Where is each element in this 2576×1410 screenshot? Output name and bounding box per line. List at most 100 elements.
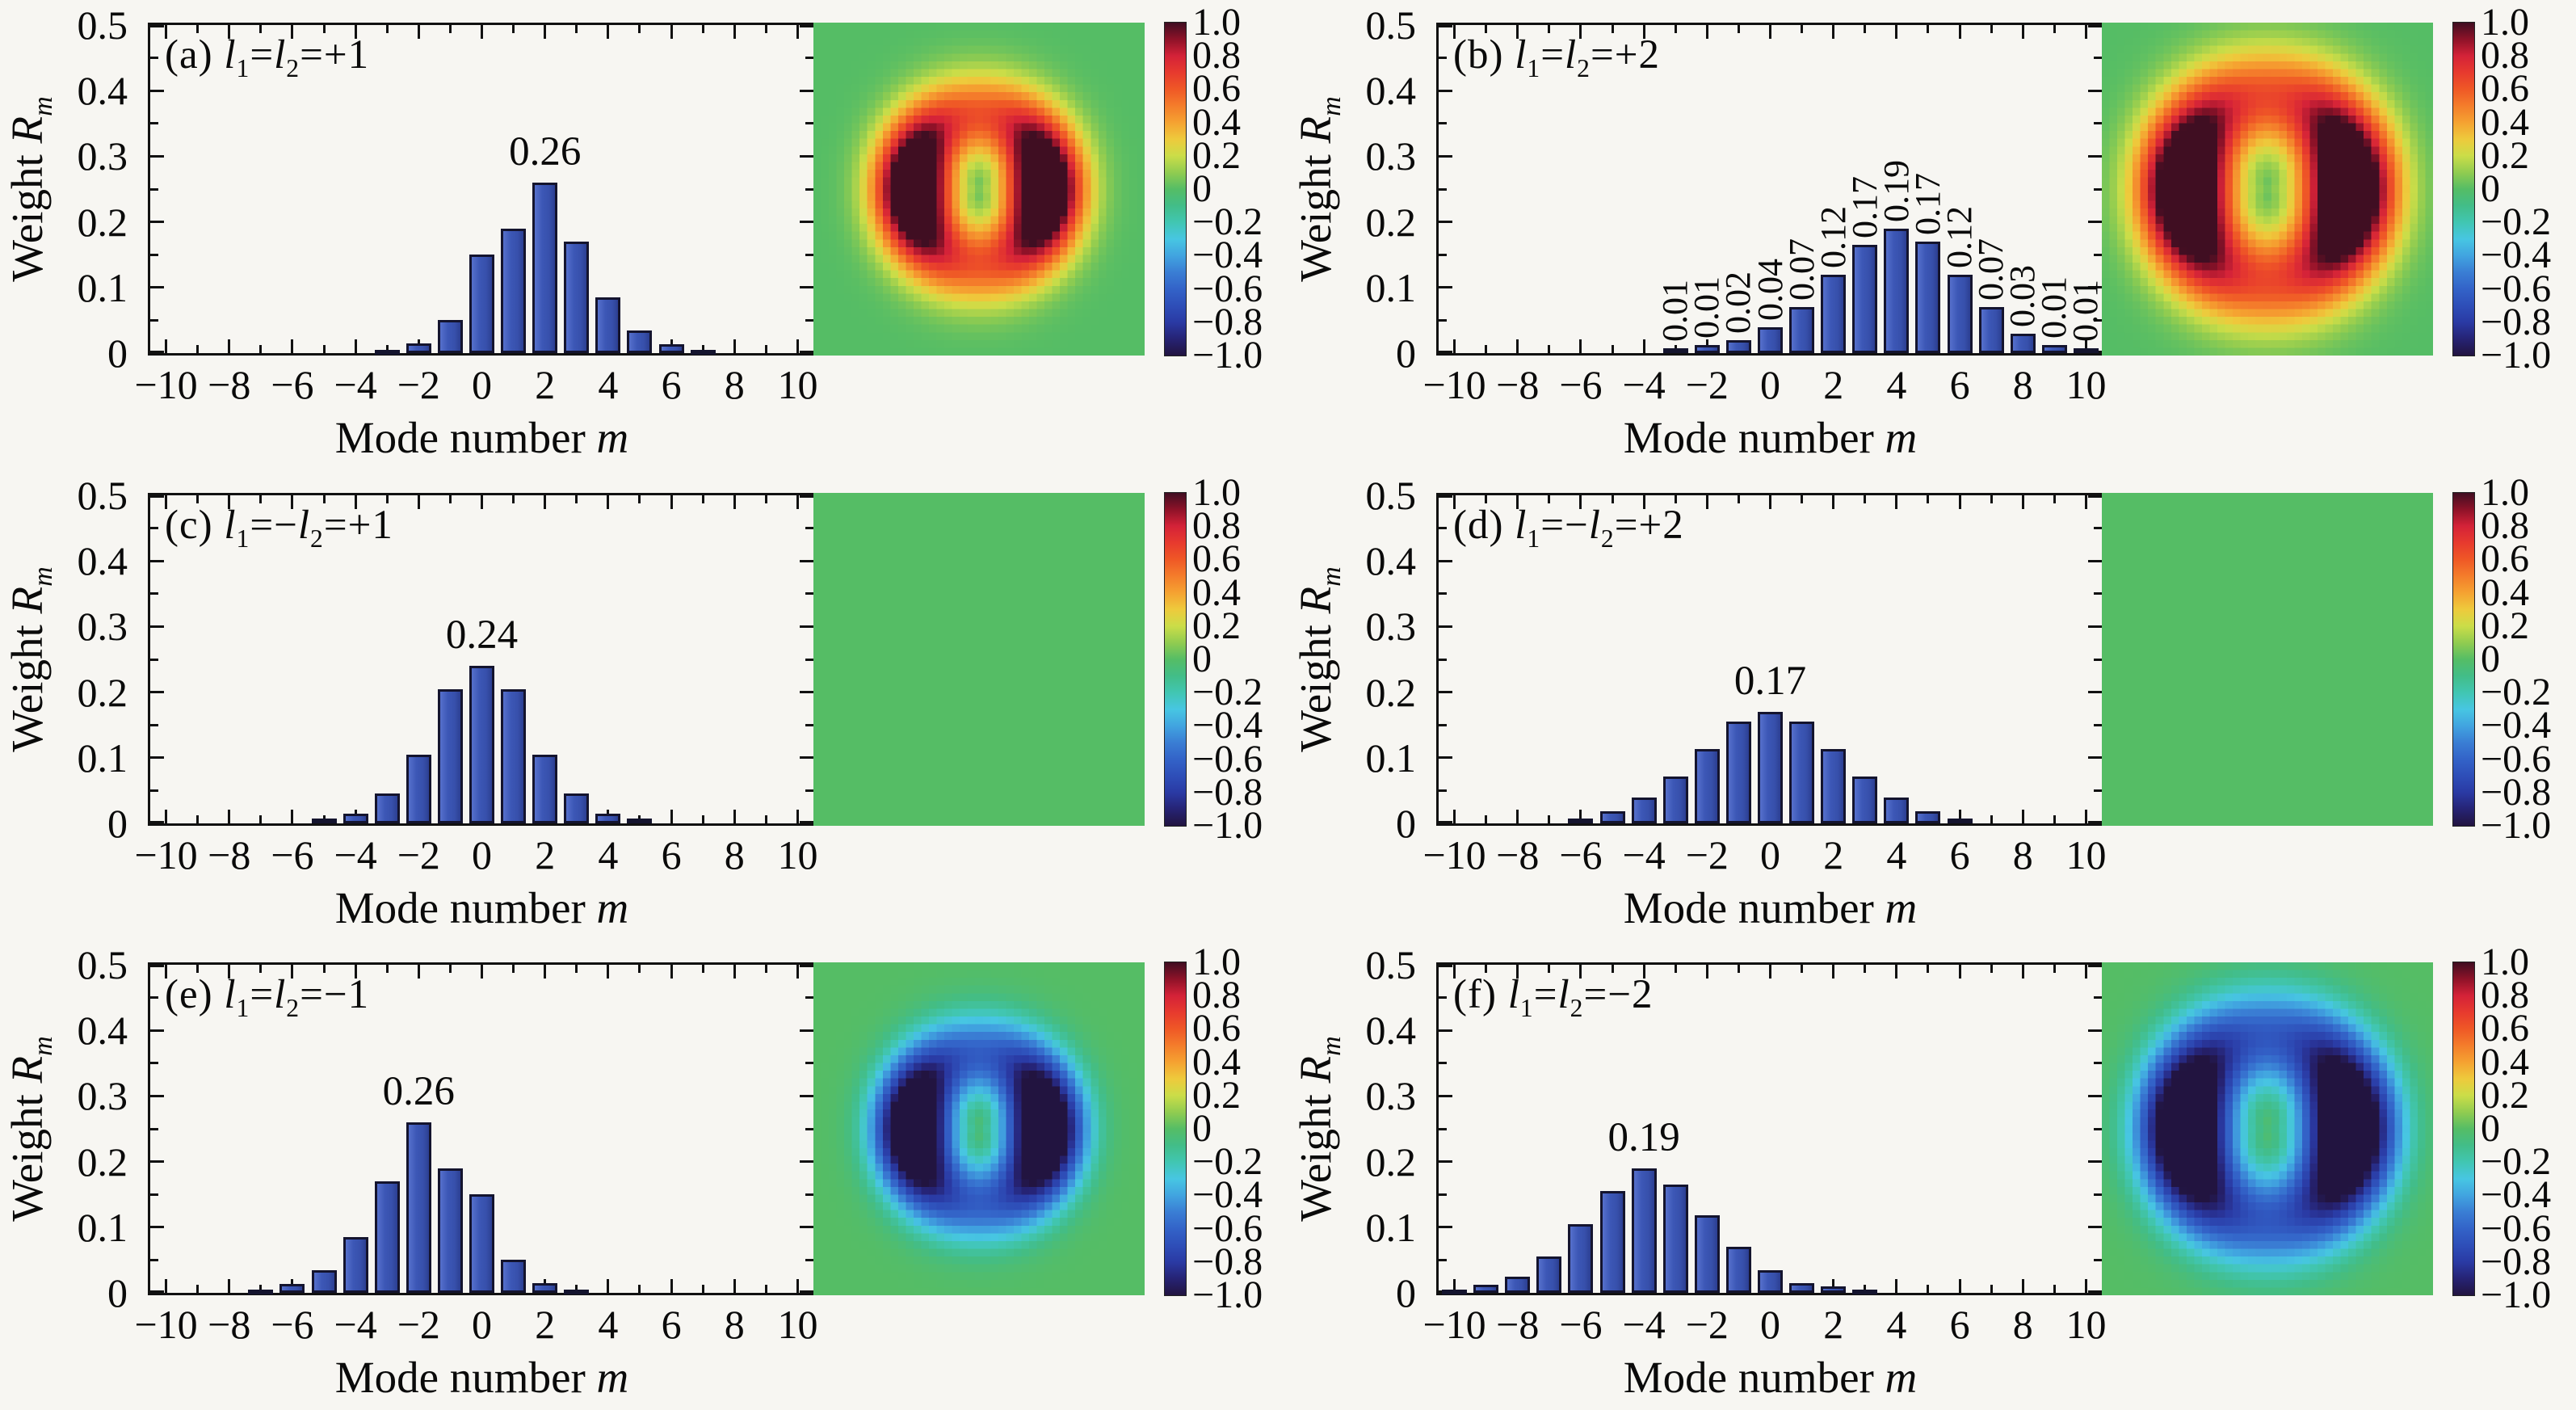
y-axis-tick (150, 1062, 158, 1065)
x-axis-tick-top (1611, 965, 1614, 973)
bar-m-10 (1442, 1289, 1468, 1294)
y-axis-tick-right (800, 1160, 813, 1164)
x-axis-tick (2084, 1279, 2087, 1293)
bar-m6 (1947, 818, 1973, 823)
x-tick-label: 8 (2012, 832, 2033, 878)
label-text: m (1885, 413, 1918, 462)
x-axis-tick (385, 345, 389, 353)
colorbar-tick-label: −0.6 (2481, 737, 2552, 781)
x-tick-label: 0 (1760, 1302, 1780, 1347)
x-tick-label: −10 (134, 362, 198, 407)
bar-m-3 (1662, 347, 1688, 353)
x-axis-tick (2053, 815, 2056, 823)
bar-m-2 (1694, 1215, 1720, 1293)
colorbar-tick-label: 0.4 (1192, 1040, 1241, 1084)
x-axis-tick-top (544, 495, 547, 509)
panel-title: (f) l1=l2=−2 (1453, 971, 1653, 1021)
panel-c: 0.24 (c) l1=−l2=+1 0 0.1 0.2 0.3 0.4 0.5 −10 −8 −6… (0, 470, 1288, 941)
y-tick-label: 0 (1396, 330, 1416, 376)
x-axis-tick-top (1548, 495, 1551, 503)
y-axis-tick-right (2088, 625, 2102, 628)
y-axis-tick (1439, 625, 1452, 628)
colorbar-tick-label: −0.4 (1192, 1173, 1263, 1217)
y-axis-tick-right (800, 154, 813, 158)
y-axis-tick-right (2094, 1258, 2102, 1261)
colorbar-tick-label: −0.6 (2481, 267, 2552, 310)
bar-m-2 (406, 343, 431, 353)
bar-m3 (564, 1289, 590, 1294)
x-axis-tick-top (764, 965, 767, 973)
x-axis-tick-top (1864, 965, 1867, 973)
x-tick-label: 2 (1823, 362, 1844, 407)
y-axis-tick-right (2088, 1290, 2102, 1293)
y-tick-label: 0.2 (77, 199, 128, 245)
colorbar-tick-label: −0.2 (1192, 671, 1263, 714)
x-axis-tick-top (322, 25, 326, 33)
y-axis-tick (150, 122, 158, 125)
x-axis-tick-top (1705, 965, 1708, 979)
y-axis-tick-right (800, 625, 813, 628)
colorbar-tick-label: 0.2 (2481, 1073, 2529, 1117)
y-axis-tick (150, 996, 158, 1000)
label-text: Mode number (334, 1353, 597, 1402)
y-tick-label: 0.3 (77, 604, 128, 650)
bar-m-1 (437, 320, 463, 353)
x-tick-label: −2 (1685, 362, 1729, 407)
x-tick-label: −2 (397, 362, 440, 407)
x-axis-tick-top (1579, 495, 1582, 509)
x-axis-tick (733, 1279, 736, 1293)
x-axis-tick-top (512, 965, 515, 973)
x-axis-tick-top (322, 495, 326, 503)
y-tick-label: 0.3 (77, 1073, 128, 1119)
colorbar-tick-label: 1.0 (1192, 471, 1241, 514)
bar-m0 (1758, 1269, 1783, 1293)
x-tick-label: −6 (271, 362, 314, 407)
x-tick-label: 4 (598, 832, 619, 878)
y-tick-label: 0.1 (1365, 734, 1417, 781)
x-axis-tick (2053, 1285, 2056, 1293)
colorbar-tick-label: −1.0 (2481, 1273, 2552, 1316)
bar-m-3 (1662, 1185, 1688, 1293)
y-axis-tick (1439, 527, 1447, 530)
x-tick-label: 4 (1886, 832, 1907, 878)
x-tick-label: 0 (472, 832, 492, 878)
y-axis-tick (150, 756, 164, 760)
y-axis-tick-right (2094, 996, 2102, 1000)
colorbar-tick-label: 0.2 (1192, 604, 1241, 647)
x-tick-label: 2 (535, 1302, 556, 1347)
x-axis-tick (291, 339, 294, 353)
x-axis-tick-top (1927, 25, 1930, 33)
colorbar-tick-label: −1.0 (1192, 1273, 1263, 1316)
x-axis-tick-top (1769, 965, 1771, 979)
y-axis-tick (150, 89, 164, 92)
colorbar-tick-label: 0 (2481, 1107, 2500, 1150)
intensity-heatmap-e (813, 962, 1145, 1295)
x-tick-label: 2 (1823, 1302, 1844, 1347)
label-text: =−1 (300, 972, 370, 1017)
intensity-heatmap-d (2102, 493, 2433, 826)
y-axis-tick-right (805, 1062, 813, 1065)
y-axis-tick-right (800, 691, 813, 694)
x-axis-tick-top (1453, 965, 1456, 979)
x-axis-tick (1548, 345, 1551, 353)
x-axis-tick-top (1674, 495, 1677, 503)
x-axis-tick (196, 815, 200, 823)
colorbar (2452, 492, 2475, 827)
bar-m-5 (311, 819, 337, 824)
bar-m10 (2073, 348, 2099, 354)
y-axis-tick-right (805, 723, 813, 726)
label-text: l (1588, 503, 1601, 548)
y-axis-tick (150, 318, 158, 322)
x-axis-tick (796, 339, 799, 353)
label-subscript: 2 (286, 54, 300, 83)
bar-m5 (627, 330, 653, 353)
x-axis-tick-top (544, 25, 547, 39)
y-axis-tick-right (2094, 723, 2102, 726)
y-axis-tick (1439, 1094, 1452, 1097)
y-axis-tick-right (2088, 559, 2102, 562)
y-axis-tick (150, 1094, 164, 1097)
intensity-heatmap-f (2102, 962, 2433, 1295)
x-axis-tick-top (670, 965, 673, 979)
colorbar-tick-label: −0.2 (2481, 1140, 2552, 1184)
x-tick-label: −6 (1559, 1302, 1603, 1347)
